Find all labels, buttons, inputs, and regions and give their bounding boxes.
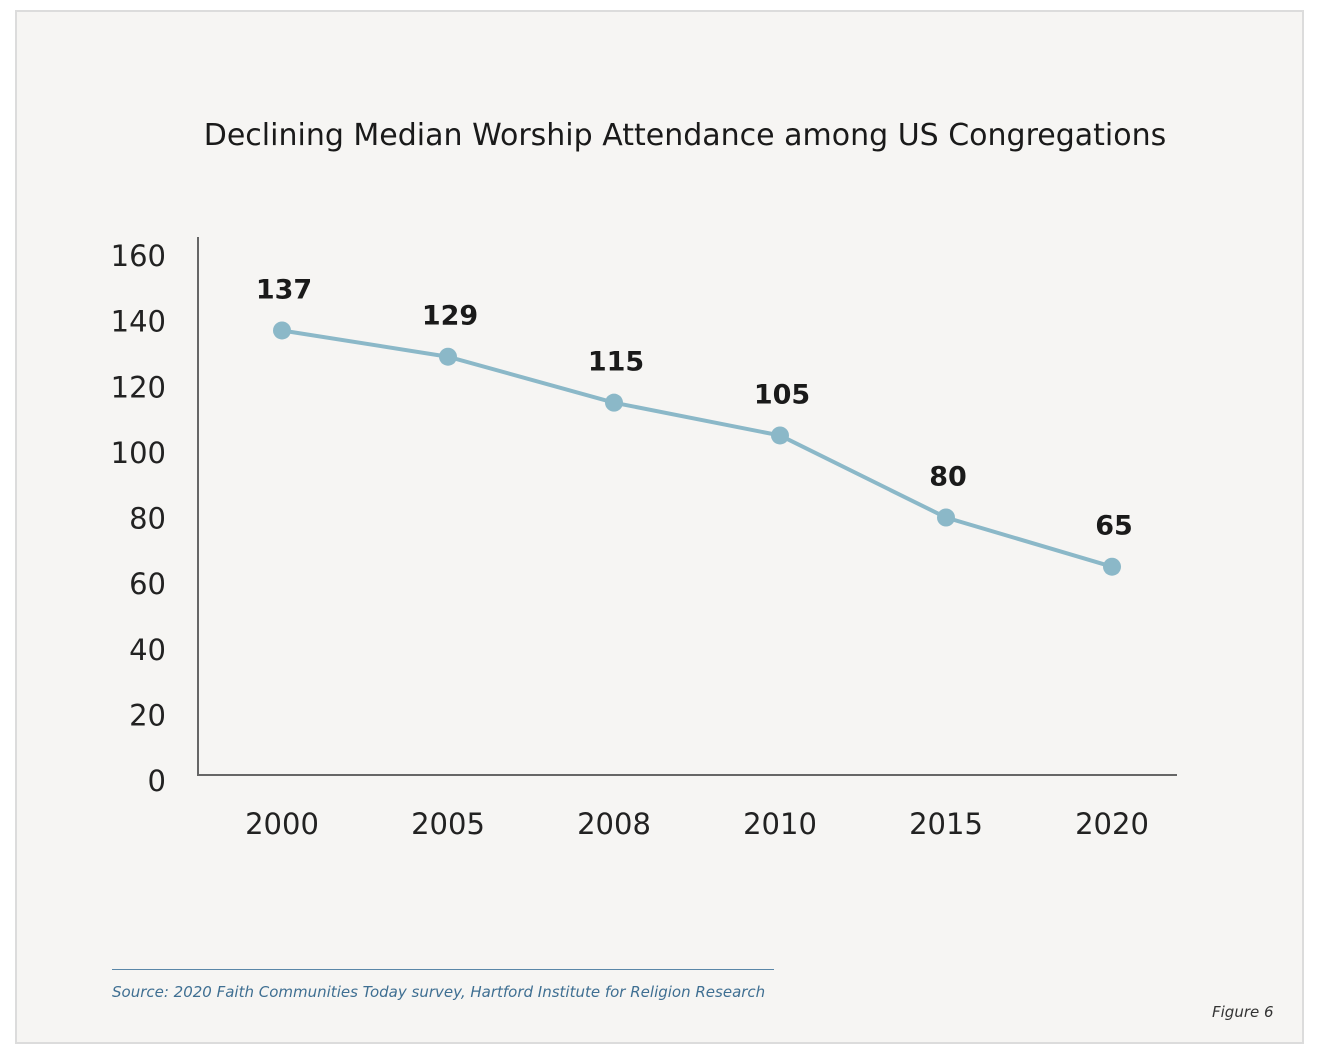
data-label: 115 <box>588 347 644 378</box>
y-tick-label: 60 <box>129 567 166 601</box>
y-tick-label: 160 <box>111 239 166 273</box>
data-point <box>1103 557 1121 576</box>
data-label: 65 <box>1095 511 1133 542</box>
y-tick-label: 40 <box>129 633 166 667</box>
y-tick-label: 120 <box>111 370 166 404</box>
x-tick-label: 2000 <box>245 807 319 841</box>
data-point <box>937 508 955 527</box>
x-tick-label: 2005 <box>411 807 485 841</box>
data-point <box>273 321 291 340</box>
source-divider <box>112 969 774 970</box>
x-tick-label: 2010 <box>743 807 817 841</box>
x-tick-label: 2020 <box>1075 807 1149 841</box>
y-tick-label: 100 <box>111 436 166 470</box>
figure-label: Figure 6 <box>1212 1003 1274 1021</box>
chart-title: Declining Median Worship Attendance amon… <box>204 118 1167 153</box>
data-point <box>605 393 623 412</box>
series-line <box>281 328 1113 569</box>
y-tick-label: 0 <box>148 764 166 798</box>
data-label: 105 <box>754 379 810 410</box>
data-label: 80 <box>929 462 967 493</box>
y-tick-label: 140 <box>111 305 166 339</box>
data-label: 129 <box>422 301 478 332</box>
y-tick-label: 80 <box>129 502 166 536</box>
chart-frame <box>15 10 1304 1044</box>
data-label: 137 <box>256 274 312 305</box>
source-note: Source: 2020 Faith Communities Today sur… <box>112 983 766 1001</box>
x-tick-label: 2015 <box>909 807 983 841</box>
data-point <box>771 426 789 445</box>
x-tick-label: 2008 <box>577 807 651 841</box>
y-tick-label: 20 <box>129 698 166 732</box>
data-point <box>439 347 457 366</box>
